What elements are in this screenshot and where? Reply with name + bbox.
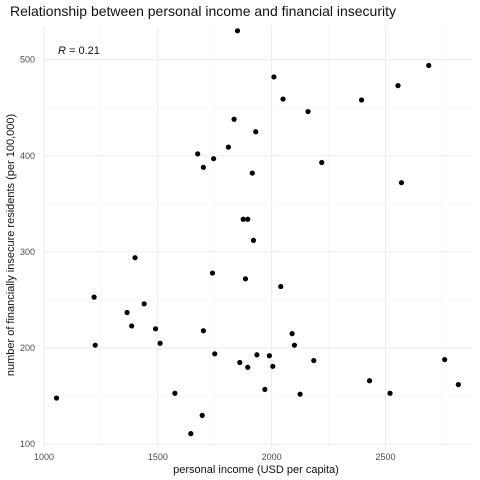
correlation-value: = 0.21 (66, 45, 100, 57)
data-point (200, 164, 206, 170)
data-point (270, 363, 276, 369)
data-point (262, 386, 268, 392)
data-point (92, 342, 98, 348)
data-point (234, 28, 241, 34)
data-point (253, 129, 259, 135)
data-point (195, 151, 201, 157)
data-point (271, 74, 277, 80)
data-point (250, 237, 257, 243)
data-point (319, 159, 325, 166)
data-point (124, 309, 130, 316)
data-point (305, 108, 311, 115)
x-tick-label: 1500 (148, 452, 168, 462)
grid (43, 26, 472, 449)
data-points (53, 28, 461, 437)
correlation-symbol: R (58, 45, 66, 57)
y-axis-label: number of financially insecure residents… (5, 114, 17, 376)
y-tick-label: 100 (20, 439, 35, 449)
x-tick-label: 2500 (375, 452, 395, 462)
data-point (254, 352, 260, 358)
chart-title: Relationship between personal income and… (10, 3, 396, 19)
y-tick-label: 400 (20, 151, 35, 161)
data-point (280, 96, 286, 102)
data-point (240, 216, 246, 222)
data-point (278, 283, 284, 290)
data-point (297, 391, 303, 397)
data-point (132, 255, 138, 261)
data-point (387, 390, 393, 396)
data-point (245, 364, 251, 370)
data-point (225, 144, 232, 150)
data-point (212, 351, 218, 357)
data-point (237, 359, 243, 366)
data-point (398, 180, 405, 186)
y-tick-label: 300 (20, 247, 35, 257)
data-point (152, 326, 159, 332)
data-point (91, 294, 97, 300)
data-point (245, 216, 251, 222)
data-point (53, 395, 60, 401)
data-point (266, 353, 272, 359)
data-point (311, 357, 317, 364)
x-tick-label: 1000 (34, 452, 54, 462)
data-point (395, 83, 401, 89)
data-point (211, 156, 217, 162)
x-tick-label: 2000 (262, 452, 282, 462)
data-point (455, 381, 461, 388)
data-point (291, 342, 298, 348)
data-point (199, 412, 205, 418)
data-point (200, 328, 206, 334)
x-axis-label: personal income (USD per capita) (173, 464, 339, 476)
y-tick-label: 500 (20, 55, 35, 65)
data-point (242, 276, 249, 282)
data-point (231, 116, 237, 122)
data-point (249, 170, 255, 176)
data-point (358, 97, 365, 103)
data-point (209, 270, 216, 276)
data-point (289, 331, 295, 337)
data-point (129, 323, 135, 329)
data-point (442, 356, 448, 363)
data-point (141, 301, 147, 307)
data-point (188, 431, 194, 437)
data-point (157, 340, 163, 346)
y-tick-label: 200 (20, 343, 35, 353)
tick-labels: 1000 1500 2000 2500 100 200 300 400 500 (20, 55, 396, 462)
correlation-annotation: R = 0.21 (58, 45, 100, 57)
data-point (172, 390, 178, 396)
data-point (426, 62, 432, 69)
data-point (366, 378, 373, 384)
